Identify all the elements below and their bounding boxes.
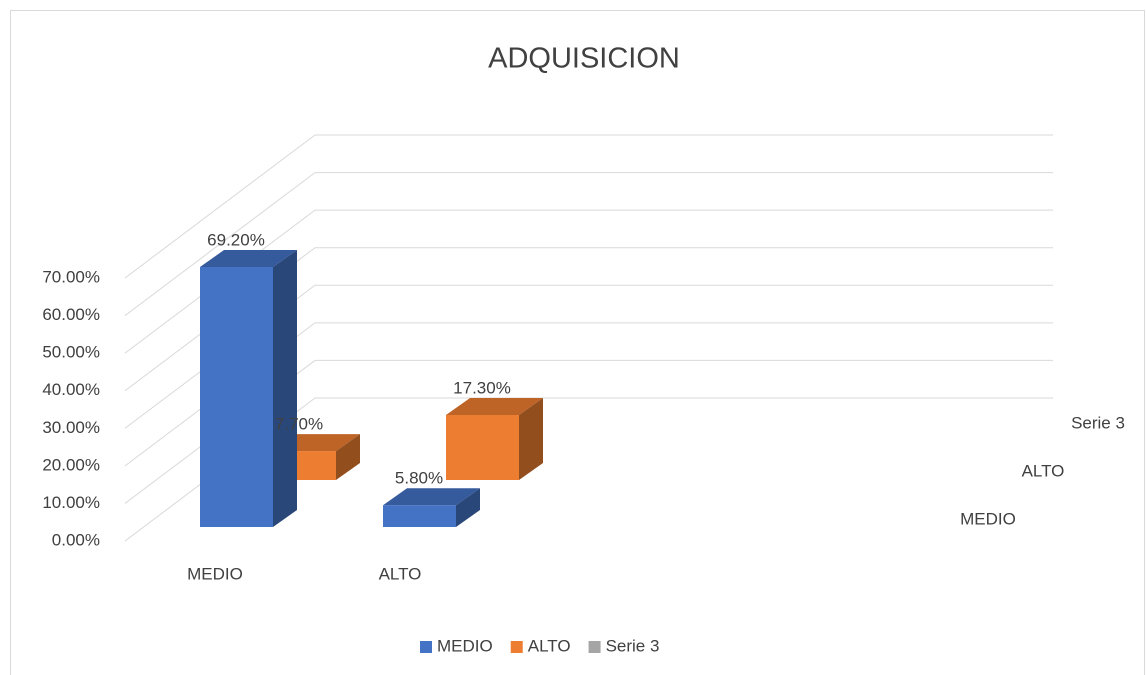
legend-label: Serie 3 [606,636,660,655]
y-tick-label: 0.00% [52,530,100,549]
y-tick-label: 20.00% [42,455,100,474]
data-label: 69.20% [207,230,265,249]
bar [383,505,456,527]
legend-label: ALTO [528,636,571,655]
x-tick-label: MEDIO [187,564,243,583]
bar [200,267,273,527]
grid-line [124,359,1053,504]
legend-swatch [420,641,432,653]
legend-swatch [588,641,601,653]
data-label: 17.30% [453,378,511,397]
y-tick-label: 60.00% [42,305,100,324]
legend-swatch [510,641,523,653]
bar [446,415,519,480]
grid-line [124,397,1053,542]
grid-line [124,247,1053,392]
grid-line [124,134,1053,279]
bar-side [336,434,360,480]
bar-side [519,398,543,480]
x-tick-label: ALTO [379,564,422,583]
data-label: 7.70% [275,415,323,434]
data-label: 5.80% [395,469,443,488]
y-tick-label: 50.00% [42,343,100,362]
depth-label: ALTO [1022,461,1065,480]
depth-label: MEDIO [960,509,1016,528]
grid-line [124,172,1053,316]
y-tick-label: 10.00% [42,493,100,512]
chart-title: ADQUISICION [488,43,680,75]
bar-top [446,398,543,416]
y-tick-label: 30.00% [42,418,100,437]
y-tick-label: 40.00% [42,380,100,399]
chart-border [10,10,1145,675]
bar-top [383,488,480,506]
depth-label: Serie 3 [1071,413,1125,432]
bar-top [200,250,297,268]
legend-label: MEDIO [437,636,493,655]
grid-line [124,322,1053,467]
grid-line [124,284,1053,429]
grid-line [124,209,1053,354]
bar-side [456,488,480,527]
bar-side [273,250,297,527]
y-tick-label: 70.00% [42,267,100,286]
